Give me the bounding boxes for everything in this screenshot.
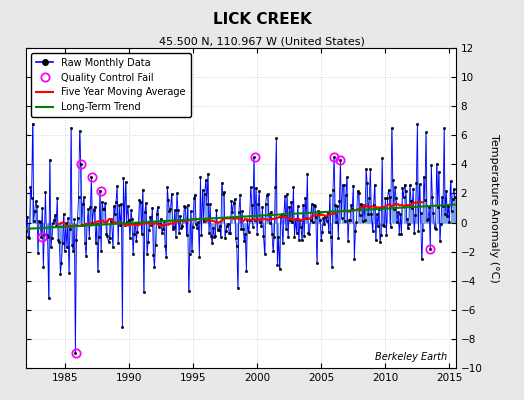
Y-axis label: Temperature Anomaly (°C): Temperature Anomaly (°C) [489,134,499,282]
Text: LICK CREEK: LICK CREEK [213,12,311,27]
Legend: Raw Monthly Data, Quality Control Fail, Five Year Moving Average, Long-Term Tren: Raw Monthly Data, Quality Control Fail, … [31,53,191,117]
Text: 45.500 N, 110.967 W (United States): 45.500 N, 110.967 W (United States) [159,36,365,46]
Text: Berkeley Earth: Berkeley Earth [375,352,447,362]
